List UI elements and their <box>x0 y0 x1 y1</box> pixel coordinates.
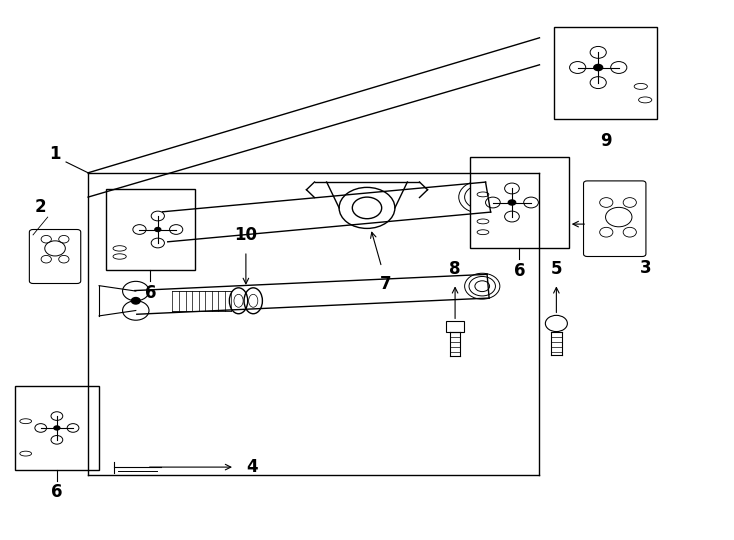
FancyBboxPatch shape <box>584 181 646 256</box>
Circle shape <box>154 227 161 232</box>
Bar <box>470 157 569 248</box>
Circle shape <box>593 64 603 71</box>
Circle shape <box>53 426 60 431</box>
Text: 1: 1 <box>49 145 61 163</box>
FancyBboxPatch shape <box>29 230 81 284</box>
Text: 7: 7 <box>379 275 391 293</box>
Bar <box>106 189 195 270</box>
Text: 9: 9 <box>600 132 611 150</box>
Circle shape <box>508 199 517 206</box>
Text: 10: 10 <box>234 226 258 244</box>
Text: 3: 3 <box>640 259 652 277</box>
Bar <box>554 27 657 119</box>
Circle shape <box>131 298 140 304</box>
FancyBboxPatch shape <box>446 321 464 332</box>
Text: 6: 6 <box>145 284 156 301</box>
Text: 2: 2 <box>34 198 46 216</box>
Bar <box>15 386 99 470</box>
Text: 6: 6 <box>514 262 525 280</box>
Text: 6: 6 <box>51 483 62 501</box>
Text: 8: 8 <box>449 260 461 278</box>
Text: 5: 5 <box>550 260 562 278</box>
Text: 4: 4 <box>246 458 258 476</box>
